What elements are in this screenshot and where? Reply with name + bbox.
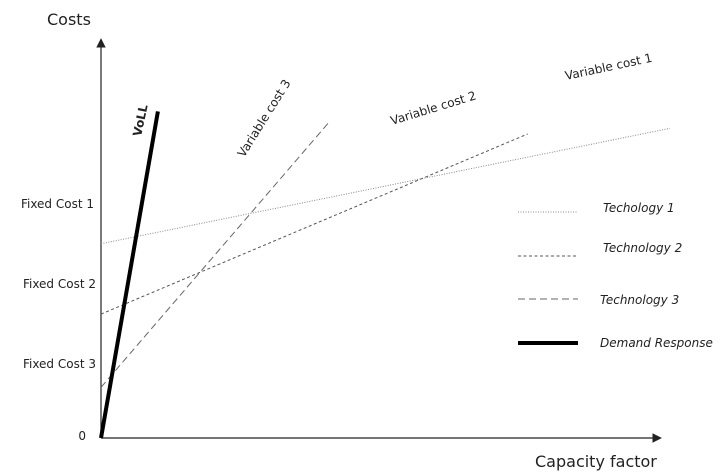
series-line-technology-2 <box>100 133 528 315</box>
legend-label-demand-response: Demand Response <box>600 336 713 350</box>
legend-label-technology-3: Technology 3 <box>600 293 679 307</box>
y-tick-fixed-cost-2: Fixed Cost 2 <box>23 277 96 291</box>
x-axis-title: Capacity factor <box>535 452 657 471</box>
y-axis-title: Costs <box>47 10 91 29</box>
label-variable-cost-3: Variable cost 3 <box>235 77 294 160</box>
y-tick-zero: 0 <box>78 429 86 443</box>
label-voll: VoLL <box>130 103 150 138</box>
series-line-demand-response <box>99 111 160 439</box>
series-line-technology-1 <box>100 127 671 245</box>
y-tick-fixed-cost-3: Fixed Cost 3 <box>23 357 96 371</box>
y-tick-fixed-cost-1: Fixed Cost 1 <box>21 197 94 211</box>
series-line-technology-3 <box>100 122 329 388</box>
legend-label-technology-1: Techology 1 <box>603 201 675 215</box>
label-variable-cost-2: Variable cost 2 <box>389 89 478 128</box>
label-variable-cost-1: Variable cost 1 <box>564 51 654 83</box>
legend-label-technology-2: Technology 2 <box>603 241 682 255</box>
legend: Techology 1 Technology 2 Technology 3 De… <box>518 201 713 350</box>
